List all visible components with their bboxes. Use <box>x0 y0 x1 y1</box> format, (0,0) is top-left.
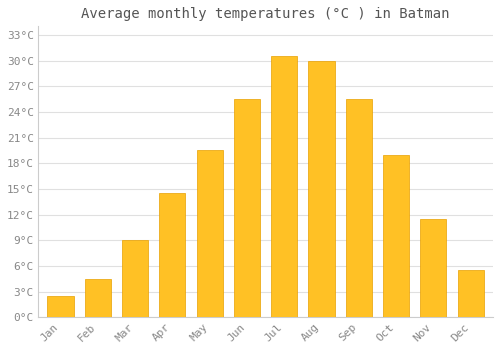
Bar <box>160 193 186 317</box>
Bar <box>458 271 483 317</box>
Bar <box>420 219 446 317</box>
Bar <box>196 150 222 317</box>
Bar <box>122 240 148 317</box>
Bar <box>234 99 260 317</box>
Bar <box>346 99 372 317</box>
Bar <box>383 155 409 317</box>
Title: Average monthly temperatures (°C ) in Batman: Average monthly temperatures (°C ) in Ba… <box>82 7 450 21</box>
Bar <box>308 61 334 317</box>
Bar <box>48 296 74 317</box>
Bar <box>84 279 111 317</box>
Bar <box>271 56 297 317</box>
